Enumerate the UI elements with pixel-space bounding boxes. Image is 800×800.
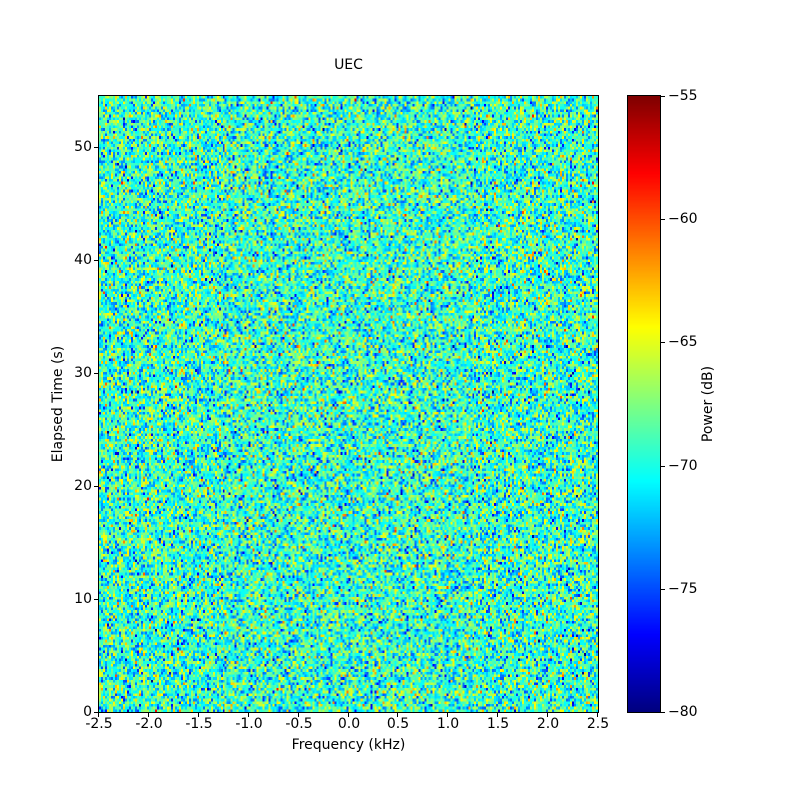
y-tick [94,147,98,148]
x-axis-label: Frequency (kHz) [291,737,406,753]
colorbar-tick-label: −65 [668,334,698,350]
y-tick [94,260,98,261]
y-tick [94,373,98,374]
x-tick-label: 2.5 [586,716,610,732]
colorbar-tick [661,589,665,590]
colorbar-tick [661,466,665,467]
colorbar-tick-label: −75 [668,581,698,597]
x-tick [148,713,149,717]
x-tick [447,713,448,717]
colorbar-tick-label: −70 [668,458,698,474]
x-tick-label: 1.5 [486,716,510,732]
colorbar-canvas [628,96,660,712]
colorbar [627,95,661,713]
colorbar-tick-label: −55 [668,88,698,104]
x-tick [198,713,199,717]
x-tick [597,713,598,717]
x-tick-label: -1.5 [185,716,213,732]
x-tick-label: 2.0 [536,716,560,732]
x-tick [497,713,498,717]
y-tick-label: 20 [74,478,92,494]
x-tick-label: 0.5 [386,716,410,732]
y-tick-label: 0 [83,704,92,720]
colorbar-tick [661,712,665,713]
x-tick-label: 1.0 [436,716,460,732]
colorbar-tick [661,219,665,220]
x-tick [397,713,398,717]
y-tick [94,712,98,713]
spectrogram-canvas [99,96,598,712]
x-tick-label: -0.5 [285,716,313,732]
x-tick [348,713,349,717]
y-tick-label: 50 [74,139,92,155]
x-tick [298,713,299,717]
colorbar-tick-label: −80 [668,704,698,720]
x-tick [248,713,249,717]
chart-title: UEC [334,57,363,73]
x-tick [547,713,548,717]
colorbar-tick [661,96,665,97]
y-tick-label: 30 [74,365,92,381]
plot-area [98,95,599,713]
x-tick-label: 0.0 [337,716,361,732]
x-tick-label: -2.5 [85,716,113,732]
y-tick-label: 40 [74,252,92,268]
y-tick [94,486,98,487]
colorbar-tick [661,342,665,343]
x-tick-label: -2.0 [135,716,163,732]
x-tick-label: -1.0 [235,716,263,732]
y-tick [94,599,98,600]
y-axis-label: Elapsed Time (s) [50,345,66,463]
colorbar-tick-label: −60 [668,211,698,227]
y-tick-label: 10 [74,591,92,607]
x-tick [98,713,99,717]
